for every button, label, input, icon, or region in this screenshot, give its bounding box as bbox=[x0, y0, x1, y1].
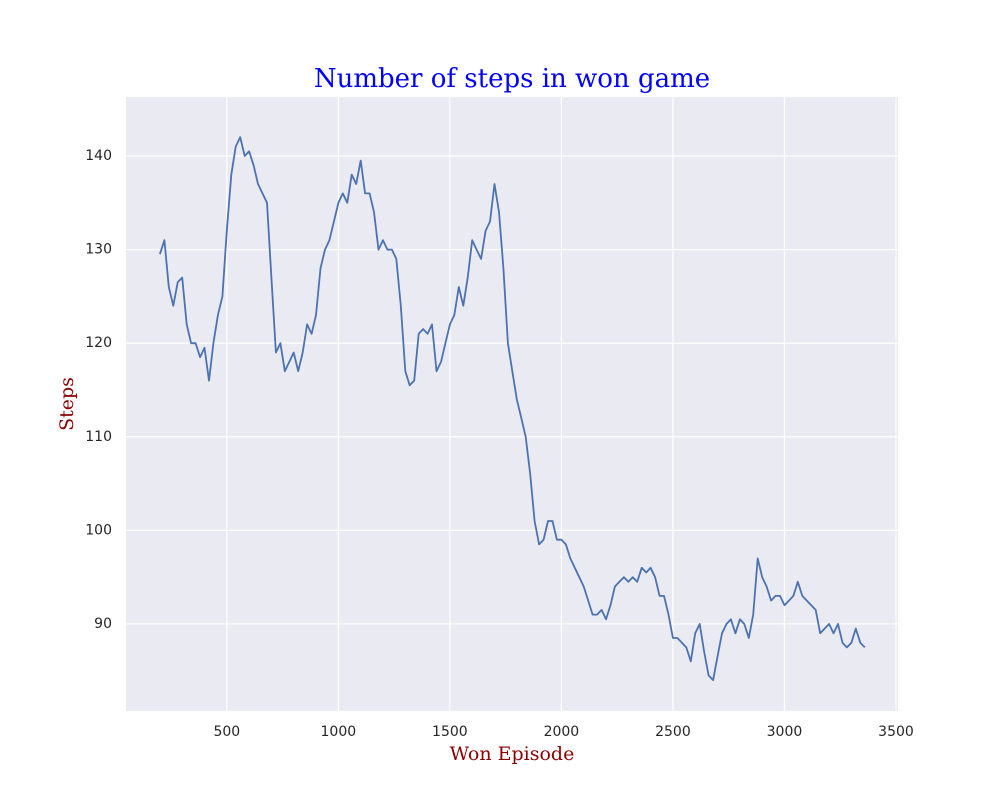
x-tick-label: 500 bbox=[213, 724, 240, 740]
y-tick-label: 130 bbox=[85, 242, 112, 258]
y-tick-label: 90 bbox=[94, 616, 112, 632]
y-tick-label: 140 bbox=[85, 148, 112, 164]
y-tick-label: 110 bbox=[85, 429, 112, 445]
x-tick-label: 1000 bbox=[321, 724, 357, 740]
x-tick-label: 3000 bbox=[767, 724, 803, 740]
data-line bbox=[159, 136, 866, 681]
chart-title: Number of steps in won game bbox=[314, 64, 710, 94]
x-tick-label: 3500 bbox=[878, 724, 914, 740]
y-tick-label: 100 bbox=[85, 522, 112, 538]
x-tick-label: 2500 bbox=[655, 724, 691, 740]
x-tick-label: 2000 bbox=[544, 724, 580, 740]
x-axis-label: Won Episode bbox=[450, 743, 575, 765]
y-axis-label: Steps bbox=[56, 377, 78, 431]
y-tick-label: 120 bbox=[85, 335, 112, 351]
plot-area bbox=[126, 97, 898, 711]
x-tick-label: 1500 bbox=[432, 724, 468, 740]
